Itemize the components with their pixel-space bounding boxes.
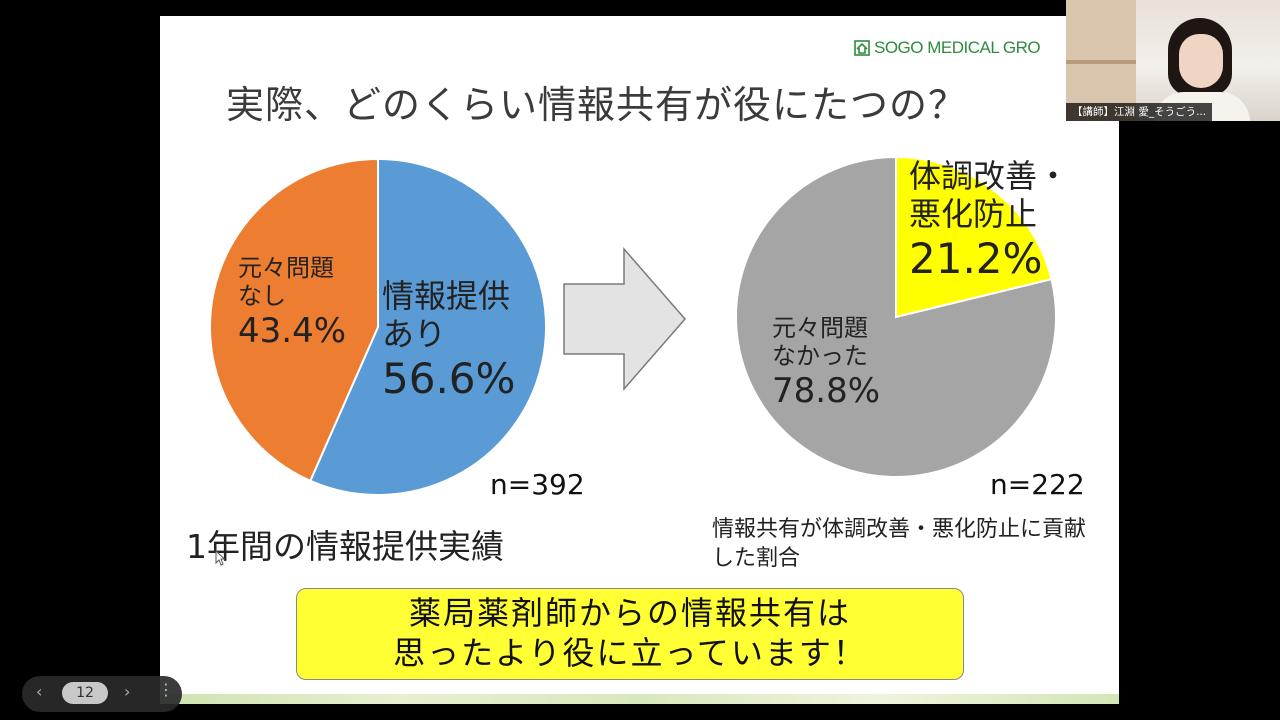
pie1-value-none: 43.4% <box>238 310 347 351</box>
pie1-sample-size: n=392 <box>490 468 585 501</box>
callout-line1: 薬局薬剤師からの情報共有は <box>408 594 851 632</box>
pie1-slice-1 <box>209 157 379 483</box>
pie-chart-info-provision <box>209 157 547 496</box>
pie1-label-none-line2: なし <box>238 282 286 311</box>
pie1-label-none-line1: 元々問題 <box>238 254 334 282</box>
slide-title: 実際、どのくらい情報共有が役にたつの？ <box>226 83 968 127</box>
pie2-label-noissue: 元々問題 なかった 78.8% <box>772 314 880 411</box>
pie2-label-improve-line2: 悪化防止 <box>909 194 1038 233</box>
pie1-label-none: 元々問題 なし 43.4% <box>238 254 346 351</box>
pie1-slice-0 <box>308 157 547 496</box>
caption-left: 1年間の情報提供実績 <box>186 527 504 566</box>
speaker-webcam-tile[interactable]: 【講師】江淵 愛_そうごう... <box>1066 0 1280 121</box>
pie2-label-noissue-line1: 元々問題 <box>772 314 868 342</box>
pie2-slice-1 <box>735 155 1057 478</box>
chevron-right-icon[interactable]: › <box>124 682 131 701</box>
slide-navigation-bar: ‹ 12 › ⋮ <box>22 676 182 712</box>
logo-house-icon <box>854 40 870 56</box>
presentation-slide: SOGO MEDICAL GRO 実際、どのくらい情報共有が役にたつの？ 元々問… <box>160 16 1119 704</box>
caption-right: 情報共有が体調改善・悪化防止に貢献した割合 <box>712 517 1087 571</box>
pie1-label-yes-line1: 情報提供 <box>382 277 511 315</box>
page-number[interactable]: 12 <box>62 682 108 704</box>
pie2-label-improve-line1: 体調改善・ <box>909 157 1070 195</box>
pie2-value-noissue: 78.8% <box>772 370 881 411</box>
mouse-cursor-icon <box>215 550 225 566</box>
callout-line2: 思ったより役に立っています！ <box>393 634 867 672</box>
pie1-value-yes: 56.6% <box>382 353 516 403</box>
pie2-label-noissue-line2: なかった <box>772 342 868 371</box>
logo-text: SOGO MEDICAL GRO <box>874 38 1041 57</box>
pie2-label-improve: 体調改善・ 悪化防止 21.2% <box>909 157 1070 283</box>
pie1-label-yes-line2: あり <box>382 314 447 353</box>
right-arrow-icon <box>563 246 686 392</box>
pie1-label-yes: 情報提供 あり 56.6% <box>382 277 516 403</box>
pie2-value-improve: 21.2% <box>909 233 1043 283</box>
chevron-left-icon[interactable]: ‹ <box>36 682 43 701</box>
slide-footer-decoration <box>160 694 1119 704</box>
pie2-sample-size: n=222 <box>990 468 1085 501</box>
speaker-name-label: 【講師】江淵 愛_そうごう... <box>1066 103 1213 121</box>
webcam-background-shelf <box>1066 60 1136 64</box>
pie-chart-contribution <box>735 155 1057 478</box>
pie2-slice-0 <box>895 155 1053 319</box>
speaker-video-face <box>1179 34 1223 88</box>
company-logo: SOGO MEDICAL GRO <box>854 38 1041 58</box>
conclusion-callout: 薬局薬剤師からの情報共有は 思ったより役に立っています！ <box>296 588 964 680</box>
more-vertical-icon[interactable]: ⋮ <box>158 680 174 699</box>
